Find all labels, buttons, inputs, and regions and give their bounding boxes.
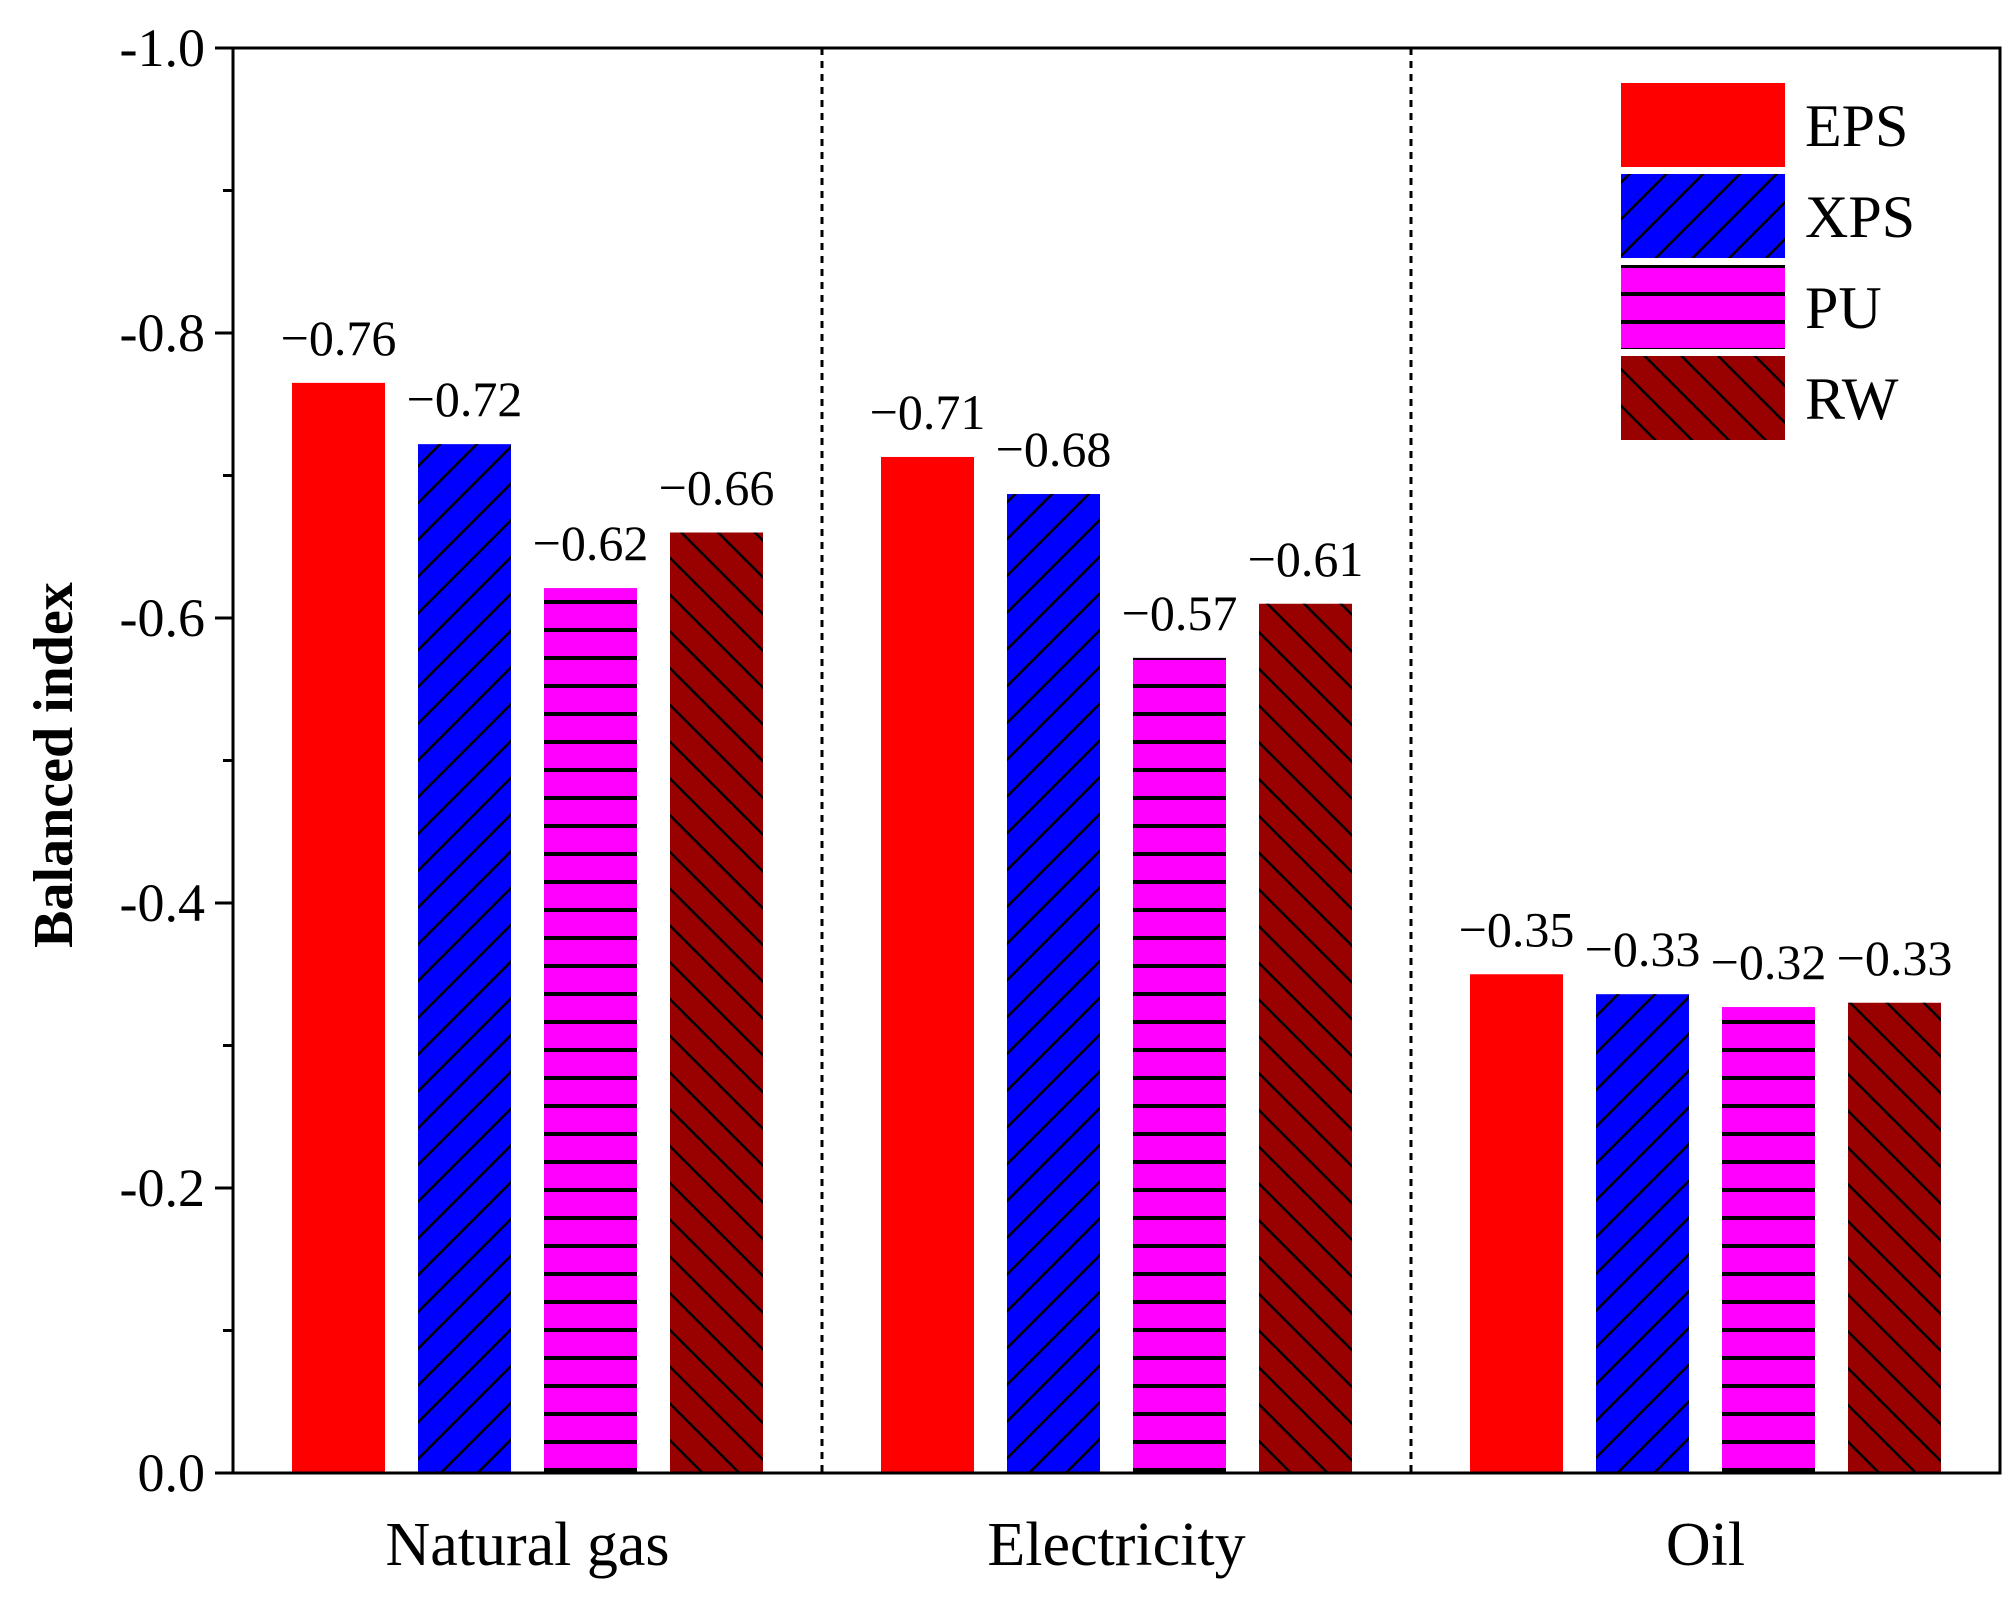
- bar-eps-electricity: [881, 456, 974, 1474]
- legend-swatch-pattern: [1621, 174, 1785, 258]
- data-label: −0.35: [1459, 901, 1575, 957]
- legend-swatch-eps: [1621, 83, 1785, 167]
- axes: Natural gas Electricity Oil 0.0 -0.2 -0.4 -0.6…: [120, 18, 2002, 1579]
- bar-pattern: [1722, 1007, 1815, 1473]
- bar-eps-oil: [1470, 974, 1563, 1473]
- bar-pattern: [1848, 1002, 1941, 1473]
- bar-pattern: [418, 444, 511, 1473]
- legend-label-pu: PU: [1805, 275, 1882, 341]
- legend-swatch-pattern: [1621, 265, 1785, 349]
- x-tick-label: Natural gas: [385, 1511, 669, 1579]
- x-tick-label: Oil: [1666, 1511, 1745, 1579]
- plot-area: [820, 48, 1413, 1473]
- bar-pattern: [670, 532, 763, 1473]
- legend-label-rw: RW: [1805, 366, 1899, 432]
- data-label: −0.57: [1122, 585, 1238, 641]
- bars: [292, 382, 1941, 1474]
- bar-eps-natural-gas: [292, 382, 385, 1473]
- data-label: −0.33: [1837, 930, 1953, 986]
- x-tick-label: Electricity: [987, 1511, 1245, 1579]
- data-label: −0.61: [1248, 531, 1364, 587]
- bar-pattern: [1596, 994, 1689, 1473]
- y-tick-label: 0.0: [138, 1443, 206, 1503]
- data-label: −0.62: [533, 515, 649, 571]
- data-label: −0.76: [281, 310, 397, 366]
- y-axis-label: Balanced index: [23, 582, 85, 948]
- bar-pattern: [544, 588, 637, 1473]
- y-tick-label: -0.2: [120, 1158, 205, 1218]
- data-labels: −0.76−0.72 −0.62−0.66 −0.71−0.68 −0.57−0.61…: [281, 310, 1953, 990]
- y-tick-label: -0.8: [120, 303, 205, 363]
- data-label: −0.71: [870, 384, 986, 440]
- data-label: −0.68: [996, 421, 1112, 477]
- y-tick-label: -1.0: [120, 18, 205, 78]
- y-tick-label: -0.4: [120, 873, 205, 933]
- bar-pattern: [1007, 494, 1100, 1473]
- bar-pattern: [1259, 603, 1352, 1473]
- legend-label-eps: EPS: [1805, 93, 1908, 159]
- data-label: −0.66: [659, 460, 775, 516]
- y-tick-label: -0.6: [120, 588, 205, 648]
- data-label: −0.33: [1585, 921, 1701, 977]
- data-label: −0.72: [407, 371, 523, 427]
- bar-pattern: [1133, 657, 1226, 1473]
- legend: EPS XPS PU RW: [1621, 83, 1915, 440]
- legend-label-xps: XPS: [1805, 184, 1915, 250]
- data-label: −0.32: [1711, 934, 1827, 990]
- legend-swatch-pattern: [1621, 356, 1785, 440]
